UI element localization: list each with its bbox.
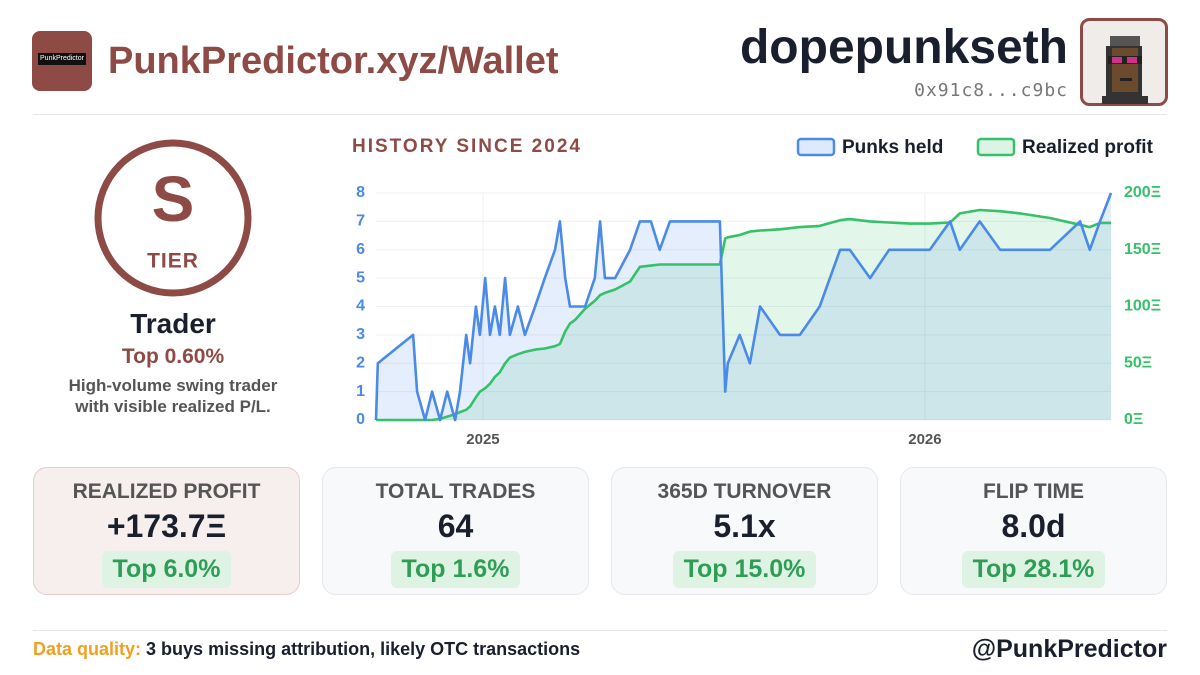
legend-swatch [796,137,836,157]
legend-label: Realized profit [1022,137,1154,158]
series-line [374,192,1113,422]
stat-value: 8.0d [1001,508,1066,544]
quality-label: Data quality: [33,639,142,659]
x-tick-label: 2026 [908,431,941,448]
tier-grade: S [152,163,195,235]
quality-text: 3 buys missing attribution, likely OTC t… [146,639,581,659]
tier-label: TIER [147,250,199,273]
logo: PunkPredictor [32,31,92,91]
x-tick-label: 2025 [466,431,499,448]
site-title: PunkPredictor.xyz/Wallet [108,40,559,82]
series-line [376,208,1111,422]
tier-rank: Top 0.60% [121,345,225,368]
y2-tick-label: 100Ξ [1124,298,1161,315]
stat-value: +173.7Ξ [106,508,227,544]
stat-rank: Top 1.6% [390,551,521,588]
y-tick-label: 2 [356,354,365,371]
tier-description: High-volume swing trader with visible re… [68,376,278,416]
y2-tick-label: 150Ξ [1124,241,1161,258]
area-fill [376,193,1111,420]
y-tick-label: 0 [356,411,365,428]
stat-rank: Top 6.0% [101,551,232,588]
area-fill [376,210,1111,420]
avatar [1080,18,1168,106]
divider [33,630,1167,631]
stat-card: TOTAL TRADES 64 Top 1.6% [322,467,589,595]
legend-swatch [976,137,1016,157]
stat-label: 365D TURNOVER [657,480,832,503]
history-chart: HISTORY SINCE 2024 0 1 2 3 4 5 6 7 8 0Ξ 50Ξ 100Ξ 150… [352,136,1161,448]
tier-name: Trader [130,308,216,339]
logo-text: PunkPredictor [38,53,86,65]
username: dopepunkseth [739,21,1068,74]
y-tick-label: 3 [356,326,365,343]
stat-value: 64 [437,508,474,544]
stat-rank: Top 15.0% [672,551,817,588]
wallet-address: 0x91c8...c9bc [914,80,1068,101]
y-tick-label: 7 [356,213,365,230]
stat-label: TOTAL TRADES [375,480,536,503]
y-tick-label: 6 [356,241,365,258]
y-tick-label: 5 [356,269,365,286]
y2-tick-label: 200Ξ [1124,184,1161,201]
stat-value: 5.1x [713,508,776,544]
tier-badge: S TIER [94,139,252,297]
stat-label: FLIP TIME [982,480,1085,503]
legend-label: Punks held [842,137,943,158]
y-tick-label: 4 [356,298,365,315]
stat-card: FLIP TIME 8.0d Top 28.1% [900,467,1167,595]
stat-card: 365D TURNOVER 5.1x Top 15.0% [611,467,878,595]
chart-title: HISTORY SINCE 2024 [352,136,582,157]
y-tick-label: 1 [356,383,365,400]
y-tick-label: 8 [356,184,365,201]
y2-tick-label: 50Ξ [1124,354,1152,371]
stat-label: REALIZED PROFIT [72,480,261,503]
divider [33,114,1167,115]
footer-handle: @PunkPredictor [971,635,1167,663]
stat-card: REALIZED PROFIT +173.7Ξ Top 6.0% [33,467,300,595]
stat-rank: Top 28.1% [961,551,1106,588]
y2-tick-label: 0Ξ [1124,411,1143,428]
footer-note: Data quality: 3 buys missing attribution… [33,639,580,660]
